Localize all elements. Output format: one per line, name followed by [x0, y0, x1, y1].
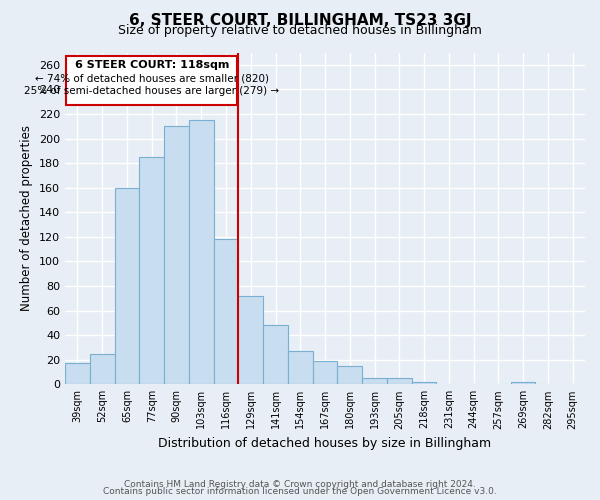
Text: 25% of semi-detached houses are larger (279) →: 25% of semi-detached houses are larger (… [24, 86, 279, 96]
Bar [387, 378, 412, 384]
Bar [90, 354, 115, 384]
Bar [238, 296, 263, 384]
Text: Size of property relative to detached houses in Billingham: Size of property relative to detached ho… [118, 24, 482, 37]
Y-axis label: Number of detached properties: Number of detached properties [20, 126, 34, 312]
Bar [263, 326, 288, 384]
Bar [288, 351, 313, 384]
Bar [115, 188, 139, 384]
Bar [362, 378, 387, 384]
Bar [313, 361, 337, 384]
Bar [139, 157, 164, 384]
Bar [337, 366, 362, 384]
Text: 6, STEER COURT, BILLINGHAM, TS23 3GJ: 6, STEER COURT, BILLINGHAM, TS23 3GJ [129, 12, 471, 28]
Bar [164, 126, 189, 384]
Text: 6 STEER COURT: 118sqm: 6 STEER COURT: 118sqm [74, 60, 229, 70]
Bar [67, 56, 237, 106]
Text: Contains public sector information licensed under the Open Government Licence v3: Contains public sector information licen… [103, 487, 497, 496]
Bar [189, 120, 214, 384]
Bar [511, 382, 535, 384]
Bar [214, 240, 238, 384]
Bar [65, 364, 90, 384]
Text: Contains HM Land Registry data © Crown copyright and database right 2024.: Contains HM Land Registry data © Crown c… [124, 480, 476, 489]
X-axis label: Distribution of detached houses by size in Billingham: Distribution of detached houses by size … [158, 437, 491, 450]
Bar [412, 382, 436, 384]
Text: ← 74% of detached houses are smaller (820): ← 74% of detached houses are smaller (82… [35, 74, 269, 84]
